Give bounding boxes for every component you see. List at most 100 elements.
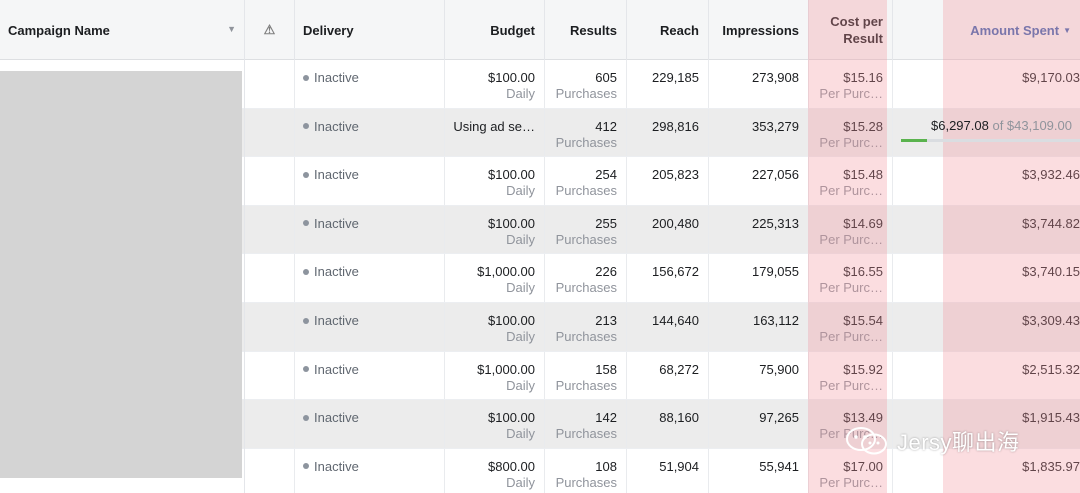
reach-cell: 68,272 [627,351,709,400]
results-value: 213 [595,313,617,328]
reach-value: 229,185 [652,70,699,85]
impressions-cell: 97,265 [709,400,809,448]
cost-value: $14.69 [843,215,883,231]
amount-spent-value: $3,744.82 [1022,215,1080,231]
impressions-label: Impressions [722,22,799,38]
budget-value: $1,000.00 [477,264,535,280]
amount-spent-value: $1,835.97 [1022,458,1080,474]
cost-value: $15.92 [843,361,883,377]
warning-cell [245,205,295,254]
warning-cell [245,108,295,157]
status-text: Inactive [314,410,359,426]
results-label: Results [570,22,617,38]
delivery-cell: Inactive [295,108,445,157]
impressions-value: 353,279 [752,118,799,134]
cost-type: Per Purc… [819,86,883,101]
results-value: 142 [595,410,617,426]
cost-per-result-cell: $15.92 Per Purc… [809,351,893,400]
results-type: Purchases [555,183,617,199]
status-indicator: Inactive [303,362,359,377]
status-dot-icon [303,74,309,81]
reach-cell: 205,823 [627,157,709,205]
reach-cell: 144,640 [627,303,709,351]
column-header-budget[interactable]: Budget [445,0,545,60]
watermark: Jersy聊出海 [845,424,1020,458]
results-value: 108 [595,458,617,474]
status-dot-icon [303,414,309,421]
reach-value: 205,823 [652,167,699,183]
reach-cell: 200,480 [627,205,709,254]
cost-type: Per Purc… [819,134,883,150]
budget-type: Daily [506,426,535,442]
cost-type: Per Purc… [819,280,883,296]
budget-value: $800.00 [488,458,535,474]
column-header-cost-per-result[interactable]: Cost per Result [809,0,893,60]
delivery-cell: Inactive [295,448,445,493]
results-value: 158 [595,361,617,377]
impressions-value: 227,056 [752,167,799,183]
budget-cell: $100.00 Daily [445,303,545,351]
results-value: 605 [595,70,617,85]
reach-value: 200,480 [652,215,699,231]
amount-spent-cell: $9,170.03 [893,60,1080,108]
results-value: 254 [595,167,617,183]
results-cell: 255 Purchases [545,205,627,254]
column-header-results[interactable]: Results [545,0,627,60]
amount-spent-label: Amount Spent [970,22,1060,38]
cost-per-result-cell: $17.00 Per Purc… [809,448,893,493]
status-text: Inactive [314,458,359,474]
spend-of-budget: $6,297.08 of $43,109.00 [931,118,1072,133]
reach-cell: 156,672 [627,254,709,302]
cost-per-result-cell: $14.69 Per Purc… [809,205,893,254]
results-cell: 108 Purchases [545,448,627,493]
impressions-value: 179,055 [752,264,799,280]
amount-spent-cell: $3,740.15 [893,254,1080,302]
amount-spent-cell: $1,915.43 [893,400,1080,448]
impressions-value: 75,900 [759,361,799,377]
redacted-campaign-names [0,71,242,478]
amount-spent-value: $3,932.46 [1022,167,1080,183]
budget-value: $100.00 [488,410,535,426]
budget-cell: $1,000.00 Daily [445,254,545,302]
budget-label: Budget [490,22,535,38]
lifetime-budget: of $43,109.00 [992,118,1072,133]
status-dot-icon [303,268,309,275]
budget-type: Daily [506,377,535,393]
results-value: 412 [595,118,617,134]
column-header-warning[interactable]: ⚠ [245,0,295,60]
impressions-cell: 353,279 [709,108,809,157]
sort-descending-icon[interactable]: ▼ [1063,25,1071,35]
status-dot-icon [303,220,309,227]
column-header-impressions[interactable]: Impressions [709,0,809,60]
table-header: Campaign Name ▼ ⚠ Delivery Budget Result… [0,0,1080,60]
results-cell: 226 Purchases [545,254,627,302]
column-header-amount-spent[interactable]: Amount Spent ▼ [893,0,1080,60]
budget-type: Daily [506,280,535,296]
cost-per-result-cell: $15.48 Per Purc… [809,157,893,205]
budget-type: Daily [506,474,535,490]
status-text: Inactive [314,361,359,377]
status-indicator: Inactive [303,410,359,425]
impressions-cell: 55,941 [709,448,809,493]
column-header-delivery[interactable]: Delivery [295,0,445,60]
delivery-cell: Inactive [295,351,445,400]
warning-cell [245,60,295,108]
cost-value: $17.00 [843,458,883,474]
results-type: Purchases [555,474,617,490]
column-header-campaign-name[interactable]: Campaign Name ▼ [0,0,245,60]
status-text: Inactive [314,70,359,85]
cost-per-result-label-line2: Result [843,31,883,46]
cost-per-result-cell: $15.16 Per Purc… [809,60,893,108]
delivery-label: Delivery [303,22,354,38]
campaign-name-label: Campaign Name [8,22,110,38]
impressions-value: 97,265 [759,410,799,426]
results-cell: 142 Purchases [545,400,627,448]
results-value: 226 [595,264,617,280]
reach-cell: 229,185 [627,60,709,108]
amount-spent-value: $2,515.32 [1022,361,1080,377]
amount-spent-value: $3,740.15 [1022,264,1080,280]
chevron-down-icon[interactable]: ▼ [227,24,236,34]
status-dot-icon [303,123,309,130]
column-header-reach[interactable]: Reach [627,0,709,60]
